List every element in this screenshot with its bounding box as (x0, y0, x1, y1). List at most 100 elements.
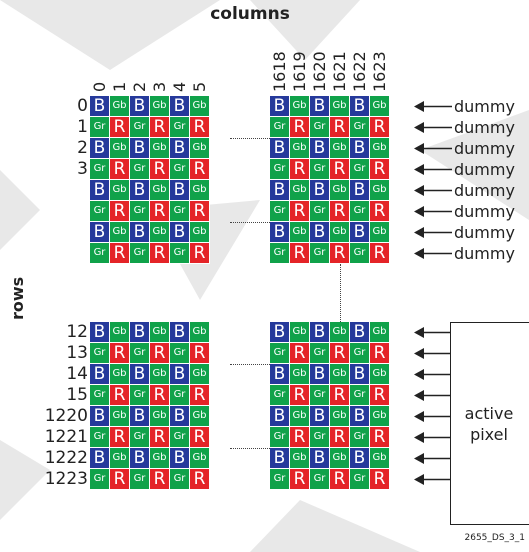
pixel-cell-gb: Gb (190, 222, 210, 243)
pixel-cell-gr: Gr (90, 343, 110, 364)
dummy-row-label: dummy (454, 223, 515, 242)
pixel-cell-gr: Gr (170, 343, 190, 364)
pixel-cell-gb: Gb (290, 322, 310, 343)
pixel-cell-gb: Gb (330, 448, 350, 469)
pixel-cell-r: R (330, 117, 350, 138)
pixel-cell-r: R (370, 469, 390, 490)
pixel-cell-b: B (170, 138, 190, 159)
pixel-cell-r: R (190, 427, 210, 448)
column-number: 1619 (290, 51, 309, 92)
row-number: 0 (77, 96, 88, 116)
pixel-cell-r: R (330, 201, 350, 222)
dummy-row-label: dummy (454, 139, 515, 158)
arrow-left-icon (414, 432, 452, 443)
pixel-cell-b: B (90, 322, 110, 343)
pixel-cell-gb: Gb (110, 222, 130, 243)
arrow-left-icon (414, 453, 452, 464)
pixel-cell-gb: Gb (150, 138, 170, 159)
dummy-row-label: dummy (454, 244, 515, 263)
pixel-cell-b: B (170, 406, 190, 427)
pixel-cell-gr: Gr (310, 427, 330, 448)
pixel-cell-gb: Gb (150, 322, 170, 343)
pixel-cell-b: B (310, 364, 330, 385)
pixel-cell-b: B (170, 180, 190, 201)
pixel-cell-gr: Gr (350, 201, 370, 222)
pixel-cell-b: B (350, 448, 370, 469)
pixel-cell-r: R (370, 385, 390, 406)
pixel-cell-gr: Gr (90, 385, 110, 406)
pixel-cell-b: B (170, 96, 190, 117)
pixel-cell-gr: Gr (350, 159, 370, 180)
pixel-cell-b: B (90, 138, 110, 159)
pixel-cell-gr: Gr (350, 117, 370, 138)
pixel-cell-gb: Gb (370, 448, 390, 469)
arrow-left-icon (414, 411, 452, 422)
active-pixel-label: active pixel (454, 403, 524, 445)
pixel-cell-gr: Gr (270, 117, 290, 138)
pixel-cell-r: R (290, 385, 310, 406)
pixel-cell-b: B (130, 96, 150, 117)
pixel-cell-gr: Gr (350, 427, 370, 448)
pixel-cell-gr: Gr (350, 243, 370, 264)
pixel-cell-b: B (310, 180, 330, 201)
pixel-cell-gb: Gb (150, 180, 170, 201)
pixel-cell-gb: Gb (330, 138, 350, 159)
pixel-cell-b: B (350, 364, 370, 385)
pixel-cell-gb: Gb (110, 180, 130, 201)
arrow-left-icon (414, 143, 452, 154)
column-number: 1618 (270, 51, 289, 92)
pixel-cell-r: R (330, 469, 350, 490)
pixel-cell-gb: Gb (110, 364, 130, 385)
pixel-cell-gr: Gr (90, 427, 110, 448)
dummy-row-label: dummy (454, 118, 515, 137)
pixel-cell-r: R (370, 343, 390, 364)
pixel-cell-gb: Gb (370, 96, 390, 117)
dummy-row-label: dummy (454, 160, 515, 179)
horizontal-ellipsis-line (230, 448, 270, 449)
pixel-cell-b: B (270, 96, 290, 117)
pixel-cell-gr: Gr (270, 159, 290, 180)
column-number: 5 (190, 81, 209, 92)
row-number: 1 (77, 117, 88, 137)
column-number: 0 (90, 81, 109, 92)
pixel-cell-b: B (350, 222, 370, 243)
pixel-cell-r: R (370, 427, 390, 448)
row-number: 14 (66, 364, 88, 384)
pixel-cell-gb: Gb (190, 364, 210, 385)
pixel-cell-gb: Gb (290, 180, 310, 201)
column-number: 4 (170, 81, 189, 92)
horizontal-ellipsis-line (230, 138, 270, 139)
pixel-cell-b: B (350, 96, 370, 117)
pixel-cell-gb: Gb (150, 364, 170, 385)
pixel-cell-r: R (110, 201, 130, 222)
pixel-cell-gb: Gb (150, 222, 170, 243)
arrow-left-icon (414, 227, 452, 238)
pixel-cell-r: R (370, 117, 390, 138)
pixel-cell-gb: Gb (330, 322, 350, 343)
row-number: 1221 (44, 427, 88, 447)
pixel-cell-gb: Gb (110, 406, 130, 427)
pixel-cell-b: B (90, 96, 110, 117)
pixel-cell-r: R (290, 201, 310, 222)
row-number: 15 (66, 385, 88, 405)
column-number: 1623 (370, 51, 389, 92)
pixel-cell-r: R (110, 385, 130, 406)
pixel-cell-gr: Gr (130, 469, 150, 490)
pixel-cell-gr: Gr (310, 243, 330, 264)
horizontal-ellipsis-line (230, 222, 270, 223)
pixel-cell-gb: Gb (290, 448, 310, 469)
pixel-cell-b: B (270, 180, 290, 201)
column-number: 1622 (350, 51, 369, 92)
pixel-cell-gb: Gb (370, 222, 390, 243)
pixel-cell-gr: Gr (170, 469, 190, 490)
active-pixel-line2: pixel (470, 425, 508, 444)
pixel-cell-gr: Gr (270, 469, 290, 490)
pixel-cell-gb: Gb (190, 180, 210, 201)
pixel-cell-gb: Gb (190, 406, 210, 427)
pixel-cell-gb: Gb (150, 448, 170, 469)
column-number: 1620 (310, 51, 329, 92)
pixel-cell-gb: Gb (290, 364, 310, 385)
pixel-cell-b: B (350, 180, 370, 201)
pixel-cell-gr: Gr (310, 117, 330, 138)
pixel-cell-gb: Gb (110, 322, 130, 343)
